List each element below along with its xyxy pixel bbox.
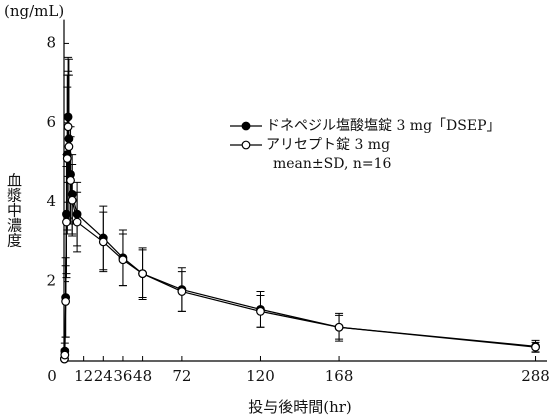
- y-tick-label: 8: [46, 33, 56, 51]
- x-axis-label: 投与後時間(hr): [248, 398, 352, 416]
- y-tick-label: 6: [46, 113, 56, 131]
- legend-marker: [241, 140, 251, 150]
- series-line: [63, 116, 536, 360]
- marker: [98, 237, 108, 247]
- unit-label: (ng/mL): [4, 2, 64, 20]
- x-tick-label: 48: [133, 367, 152, 385]
- marker: [72, 217, 82, 227]
- legend-label: ドネペジル塩酸塩錠 3 mg「DSEP」: [266, 118, 501, 134]
- y-axis-label: 血漿中濃度: [5, 173, 23, 248]
- x-tick-label: 168: [325, 367, 354, 385]
- marker: [67, 195, 77, 205]
- marker: [62, 154, 72, 163]
- y-tick-label: 4: [46, 192, 56, 210]
- marker: [256, 306, 265, 316]
- annotation: mean±SD, n=16: [273, 156, 392, 172]
- marker: [62, 217, 71, 227]
- x-tick-label: 36: [113, 367, 132, 385]
- y-tick-label: 2: [46, 272, 56, 290]
- x-tick-label: 288: [521, 367, 550, 385]
- x-tick-label: 0: [47, 367, 57, 385]
- marker: [66, 175, 75, 185]
- marker: [63, 112, 73, 122]
- marker: [64, 142, 74, 152]
- marker: [138, 269, 147, 279]
- marker: [72, 209, 82, 219]
- marker: [61, 297, 71, 306]
- x-tick-label: 24: [94, 367, 113, 385]
- marker: [63, 122, 73, 132]
- marker: [531, 342, 540, 352]
- marker: [334, 322, 344, 332]
- x-tick-label: 120: [246, 367, 275, 385]
- x-tick-label: 12: [74, 367, 93, 385]
- marker: [177, 287, 187, 296]
- marker: [62, 209, 71, 219]
- legend-marker: [241, 121, 251, 131]
- marker: [64, 134, 74, 144]
- legend-label: アリセプト錠 3 mg: [266, 137, 390, 153]
- marker: [118, 255, 128, 265]
- marker: [60, 350, 70, 360]
- x-tick-label: 72: [172, 367, 191, 385]
